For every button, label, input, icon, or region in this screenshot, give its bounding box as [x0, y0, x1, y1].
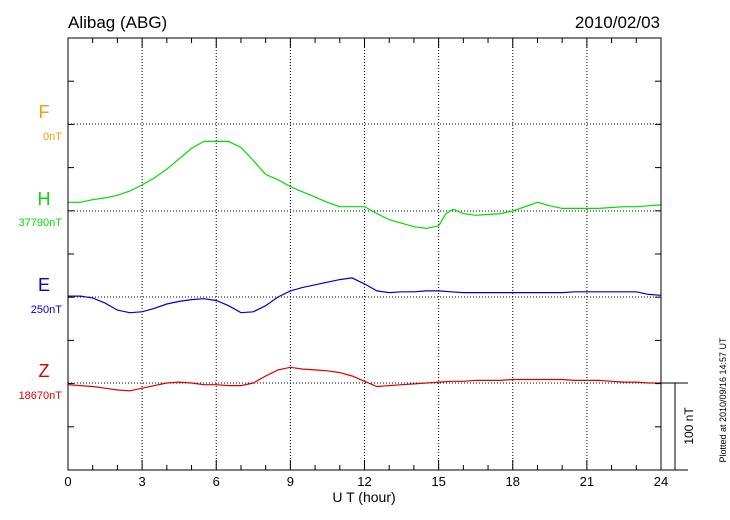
plot-frame [67, 37, 662, 471]
scale-bar-label: 100 nT [682, 407, 696, 445]
grid-lines [141, 38, 588, 470]
baseline-value-h: 37790nT [19, 217, 63, 229]
x-tick-label: 24 [654, 474, 668, 489]
trace-z [67, 366, 661, 392]
trace-e [68, 277, 662, 314]
plotted-at-note: Plotted at 2010/09/16 14:57 UT [718, 337, 728, 463]
x-tick-labels: 0 3 6 9 12 15 18 21 24 [64, 474, 668, 489]
baseline-value-f: 0nT [43, 131, 62, 143]
x-tick-label: 18 [506, 474, 520, 489]
series-label-e: E [38, 275, 50, 295]
scale-bar: 100 nT [661, 382, 696, 471]
series-label-f: F [39, 102, 50, 122]
series-labels: F 0nT H 37790nT E 250nT Z 18670nT [19, 102, 63, 402]
x-tick-label: 15 [431, 474, 445, 489]
series-label-z: Z [39, 361, 50, 381]
x-tick-label: 9 [287, 474, 294, 489]
trace-h [68, 140, 662, 230]
x-tick-label: 12 [357, 474, 371, 489]
baseline-value-e: 250nT [31, 304, 62, 316]
baseline-value-z: 18670nT [19, 390, 63, 402]
x-tick-label: 6 [213, 474, 220, 489]
x-tick-label: 21 [580, 474, 594, 489]
date-title: 2010/02/03 [575, 13, 660, 32]
x-axis-label: U T (hour) [332, 489, 395, 505]
series-traces [67, 140, 662, 392]
x-tick-label: 0 [64, 474, 71, 489]
station-title: Alibag (ABG) [68, 13, 167, 32]
x-tick-label: 3 [139, 474, 146, 489]
series-label-h: H [38, 189, 51, 209]
